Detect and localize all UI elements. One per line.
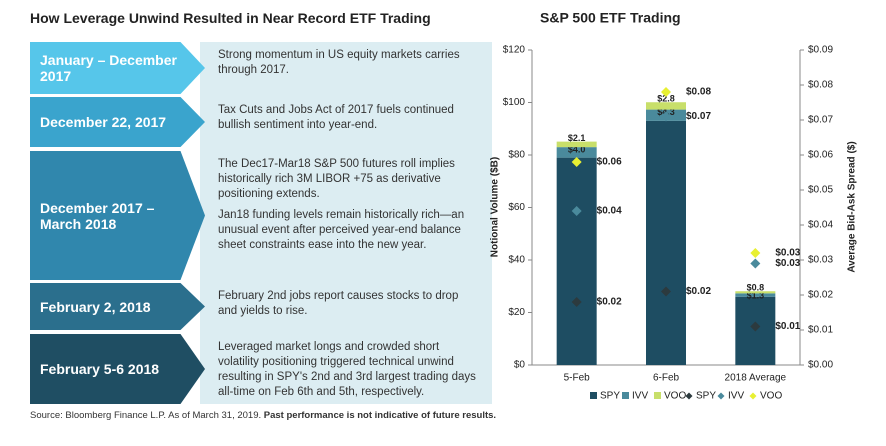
x-tick-label: 2018 Average <box>725 373 787 384</box>
value-label: $1.3 <box>747 291 765 301</box>
y-tick-label: $40 <box>508 255 525 266</box>
value-label: $0.06 <box>597 157 622 168</box>
y-tick-label: $60 <box>508 202 525 213</box>
y2-tick-label: $0.07 <box>808 115 833 126</box>
y2-tick-label: $0.06 <box>808 150 833 161</box>
paragraph: The Dec17-Mar18 S&P 500 futures roll imp… <box>218 158 455 200</box>
row-text: Tax Cuts and Jobs Act of 2017 fuels cont… <box>218 103 480 139</box>
value-label: $0.07 <box>686 111 711 122</box>
value-label: $0.04 <box>597 206 622 217</box>
row-label: February 2, 2018 <box>30 283 205 330</box>
y-axis-label: Notional Volume ($B) <box>490 157 501 257</box>
text-background <box>200 42 492 404</box>
bar-segment <box>556 147 597 158</box>
y2-tick-label: $0.05 <box>808 185 833 196</box>
value-label: $0.01 <box>775 321 800 332</box>
row-label: December 22, 2017 <box>30 97 205 147</box>
row-label: January – December 2017 <box>30 42 205 94</box>
paragraph: February 2nd jobs report causes stocks t… <box>218 290 459 317</box>
y-tick-label: $20 <box>508 307 525 318</box>
diamond-marker <box>571 157 582 167</box>
bar-segment <box>556 141 597 148</box>
bar-segment <box>646 120 686 365</box>
legend-label: IVV <box>632 391 648 402</box>
paragraph: Tax Cuts and Jobs Act of 2017 fuels cont… <box>218 104 454 131</box>
source-text: Source: Bloomberg Finance L.P. As of Mar… <box>30 410 262 421</box>
legend-marker <box>590 392 597 399</box>
x-tick-label: 5-Feb <box>564 373 591 384</box>
y2-tick-label: $0.09 <box>808 45 833 56</box>
diamond-marker <box>750 321 761 332</box>
legend-label: VOO <box>760 391 782 402</box>
row-label: February 5-6 2018 <box>30 334 205 404</box>
value-label: $2.1 <box>568 133 586 143</box>
row-text: Strong momentum in US equity markets car… <box>218 48 480 84</box>
source: Source: Bloomberg Finance L.P. As of Mar… <box>30 410 496 421</box>
row-text: The Dec17-Mar18 S&P 500 futures roll imp… <box>218 157 480 259</box>
y2-axis-label: Average Bid-Ask Spread ($) <box>847 141 858 272</box>
y2-tick-label: $0.01 <box>808 325 833 336</box>
value-label: $0.02 <box>597 297 622 308</box>
chart-title: S&P 500 ETF Trading <box>540 10 681 26</box>
diamond-marker <box>661 87 671 97</box>
diamond-marker <box>571 297 582 307</box>
bar-segment <box>735 293 776 297</box>
value-label: $0.03 <box>775 248 800 259</box>
value-label: $0.02 <box>686 286 711 297</box>
legend-label: SPY <box>600 391 620 402</box>
y2-tick-label: $0.02 <box>808 290 833 301</box>
legend-marker <box>622 392 629 399</box>
legend-label: SPY <box>696 391 716 402</box>
y-tick-label: $0 <box>514 360 526 371</box>
paragraph: Jan18 funding levels remain historically… <box>218 209 465 251</box>
y2-tick-label: $0.04 <box>808 220 833 231</box>
value-label: $0.8 <box>747 283 765 293</box>
diamond-marker <box>661 286 671 297</box>
bar-segment <box>556 157 597 365</box>
panel-title: How Leverage Unwind Resulted in Near Rec… <box>30 10 431 26</box>
y-tick-label: $100 <box>503 97 526 108</box>
row-text: February 2nd jobs report causes stocks t… <box>218 289 480 325</box>
row-text: Leveraged market longs and crowded short… <box>218 340 480 406</box>
value-label: $4.0 <box>568 145 586 155</box>
legend-label: IVV <box>728 391 744 402</box>
paragraph: Strong momentum in US equity markets car… <box>218 49 460 76</box>
paragraph: Leveraged market longs and crowded short… <box>218 341 476 398</box>
y-tick-label: $80 <box>508 150 525 161</box>
value-label: $0.03 <box>775 258 800 269</box>
legend-label: VOO <box>664 391 686 402</box>
y2-tick-label: $0.03 <box>808 255 833 266</box>
legend-marker <box>749 392 757 400</box>
row-label: December 2017 – March 2018 <box>30 151 205 280</box>
y2-tick-label: $0.08 <box>808 80 833 91</box>
diamond-marker <box>571 206 582 216</box>
diamond-marker <box>750 248 761 258</box>
y-tick-label: $120 <box>503 45 526 56</box>
legend-marker <box>717 392 725 400</box>
source-note: Past performance is not indicative of fu… <box>263 410 497 421</box>
legend-marker <box>685 392 693 400</box>
bar-segment <box>735 291 776 294</box>
diamond-marker <box>750 258 761 269</box>
value-label: $2.8 <box>657 94 675 104</box>
legend-marker <box>654 392 661 399</box>
bar-segment <box>646 102 686 110</box>
x-tick-label: 6-Feb <box>653 373 680 384</box>
y2-tick-label: $0.00 <box>808 360 833 371</box>
diamond-marker <box>661 111 671 122</box>
value-label: $0.08 <box>686 87 711 98</box>
